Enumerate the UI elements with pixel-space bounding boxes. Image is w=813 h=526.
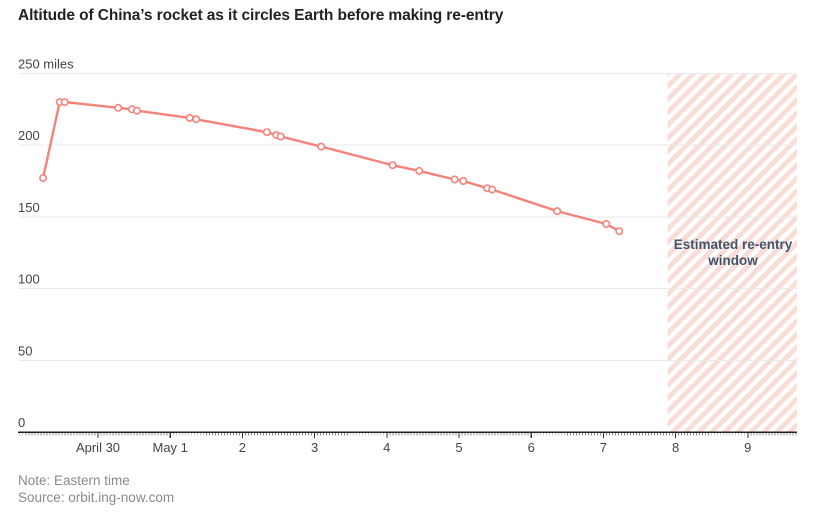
x-tick-label-9: 9 — [744, 440, 751, 455]
data-point-marker — [388, 161, 397, 170]
data-point-marker — [450, 175, 459, 184]
data-point-marker — [553, 207, 562, 216]
x-tick-label-6: 6 — [528, 440, 535, 455]
data-point-marker — [276, 132, 285, 141]
data-point-marker — [133, 106, 142, 115]
reentry-window-label: Estimated re-entry window — [673, 237, 793, 269]
x-tick-label-may-1: May 1 — [152, 440, 187, 455]
data-point-marker — [39, 174, 48, 183]
reentry-window-region — [667, 74, 797, 433]
y-tick-label-150: 150 — [18, 200, 40, 215]
x-tick-label-5: 5 — [455, 440, 462, 455]
data-point-marker — [488, 185, 497, 194]
data-point-marker — [114, 103, 123, 112]
x-tick-label-april-30: April 30 — [76, 440, 120, 455]
chart-title: Altitude of China’s rocket as it circles… — [18, 7, 504, 24]
data-point-marker — [615, 227, 624, 236]
chart-note: Note: Eastern time — [18, 473, 130, 488]
altitude-line — [41, 100, 621, 233]
data-point-marker — [317, 142, 326, 151]
data-point-marker — [192, 115, 201, 124]
x-tick-label-8: 8 — [672, 440, 679, 455]
y-tick-label-50: 50 — [18, 343, 32, 358]
y-tick-label-0: 0 — [18, 415, 25, 430]
data-point-marker — [459, 177, 468, 186]
x-tick-label-3: 3 — [311, 440, 318, 455]
data-point-marker — [60, 98, 69, 107]
chart-source: Source: orbit.ing-now.com — [18, 490, 175, 505]
x-tick-label-7: 7 — [600, 440, 607, 455]
x-tick-label-2: 2 — [239, 440, 246, 455]
data-point-marker — [262, 128, 271, 137]
y-tick-label-250: 250 miles — [18, 56, 74, 71]
data-point-marker — [602, 220, 611, 229]
y-tick-label-100: 100 — [18, 272, 40, 287]
x-tick-label-4: 4 — [383, 440, 390, 455]
y-tick-label-200: 200 — [18, 128, 40, 143]
data-point-marker — [415, 166, 424, 175]
data-point-marker — [185, 113, 194, 122]
